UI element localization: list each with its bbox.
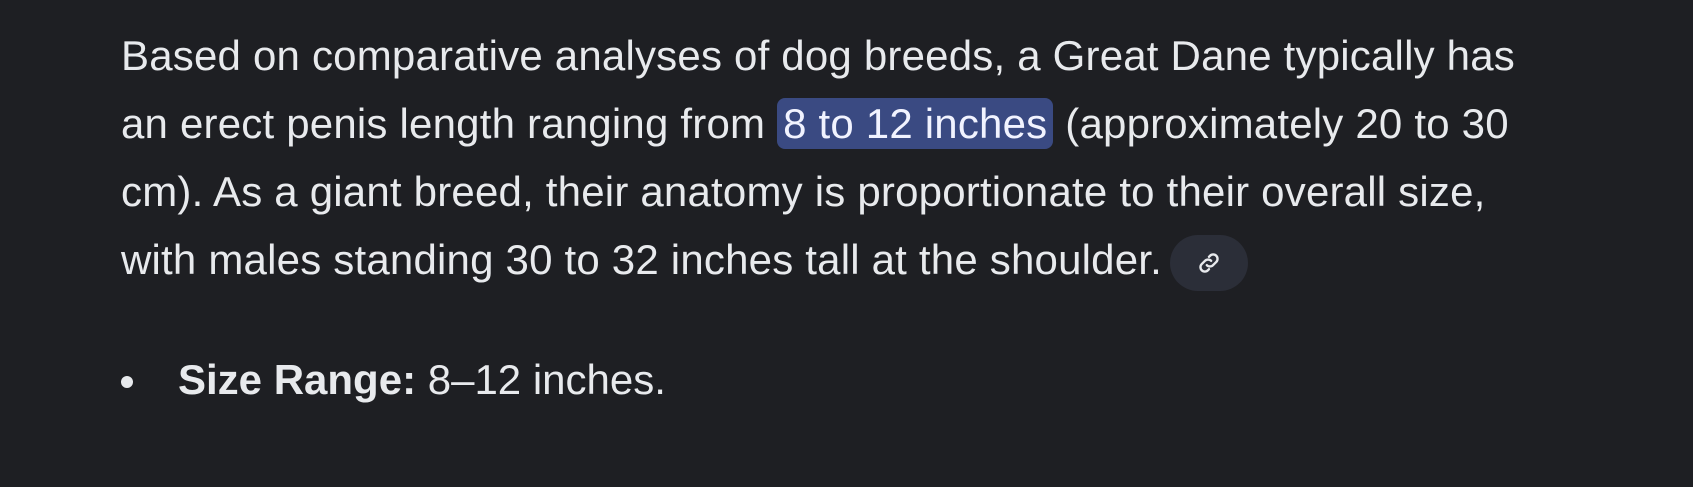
link-icon (1199, 253, 1219, 273)
list-item-text: 8–12 inches. (416, 356, 666, 403)
list-item: Size Range: 8–12 inches. (121, 346, 1571, 414)
response-paragraph: Based on comparative analyses of dog bre… (121, 22, 1571, 294)
list-item-label: Size Range: (178, 356, 417, 403)
paragraph-text-end: (approximately 20 to 30 cm). As a giant … (121, 100, 1509, 283)
highlighted-text[interactable]: 8 to 12 inches (777, 98, 1054, 149)
bullet-icon (121, 376, 133, 388)
response-content: Based on comparative analyses of dog bre… (121, 22, 1571, 414)
source-link-button[interactable] (1170, 234, 1249, 291)
paragraph-text-start: Based on comparative analyses of dog bre… (121, 32, 1515, 147)
bullet-list: Size Range: 8–12 inches. (121, 346, 1571, 414)
